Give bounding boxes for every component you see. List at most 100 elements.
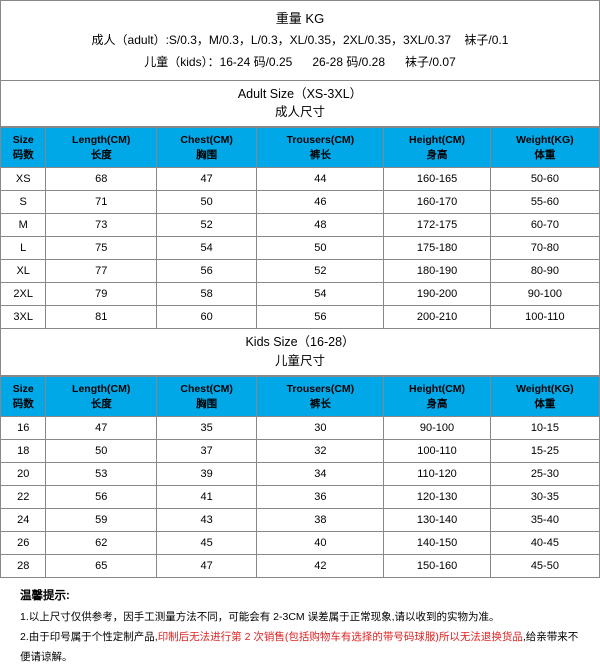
table-cell: 160-165: [384, 168, 491, 191]
table-row: 28654742150-16045-50: [1, 555, 600, 578]
table-cell: 90-100: [490, 283, 599, 306]
table-cell: 70-80: [490, 237, 599, 260]
table-row: 18503732100-11015-25: [1, 440, 600, 463]
column-header: Weight(KG)体重: [490, 376, 599, 416]
table-cell: 110-120: [384, 463, 491, 486]
table-cell: 30: [257, 417, 384, 440]
table-cell: 80-90: [490, 260, 599, 283]
table-cell: 175-180: [384, 237, 491, 260]
tips-section: 温馨提示: 1.以上尺寸仅供参考，因手工测量方法不同，可能会有 2-3CM 误差…: [20, 586, 580, 668]
table-cell: 54: [257, 283, 384, 306]
table-cell: 65: [46, 555, 157, 578]
table-cell: 35-40: [490, 509, 599, 532]
table-cell: L: [1, 237, 46, 260]
table-cell: 15-25: [490, 440, 599, 463]
table-cell: 150-160: [384, 555, 491, 578]
table-cell: 81: [46, 306, 157, 329]
table-cell: 40-45: [490, 532, 599, 555]
table-cell: 71: [46, 191, 157, 214]
table-cell: 46: [257, 191, 384, 214]
table-cell: S: [1, 191, 46, 214]
table-cell: 50: [156, 191, 256, 214]
table-row: L755450175-18070-80: [1, 237, 600, 260]
column-header: Size码数: [1, 128, 46, 168]
table-row: 26624540140-15040-45: [1, 532, 600, 555]
table-cell: 172-175: [384, 214, 491, 237]
table-cell: 120-130: [384, 486, 491, 509]
table-cell: 37: [156, 440, 256, 463]
table-row: 24594338130-14035-40: [1, 509, 600, 532]
table-cell: 40: [257, 532, 384, 555]
table-row: 3XL816056200-210100-110: [1, 306, 600, 329]
table-cell: 180-190: [384, 260, 491, 283]
column-header: Trousers(CM)裤长: [257, 128, 384, 168]
table-cell: 55-60: [490, 191, 599, 214]
table-cell: 3XL: [1, 306, 46, 329]
table-cell: 32: [257, 440, 384, 463]
kids-section-title: Kids Size（16-28） 儿童尺寸: [0, 329, 600, 376]
table-cell: 42: [257, 555, 384, 578]
table-cell: 73: [46, 214, 157, 237]
table-cell: 140-150: [384, 532, 491, 555]
table-cell: 56: [46, 486, 157, 509]
table-cell: 26: [1, 532, 46, 555]
table-row: 2XL795854190-20090-100: [1, 283, 600, 306]
table-cell: 54: [156, 237, 256, 260]
table-cell: 60-70: [490, 214, 599, 237]
column-header: Chest(CM)胸围: [156, 128, 256, 168]
table-cell: 25-30: [490, 463, 599, 486]
table-cell: 100-110: [384, 440, 491, 463]
column-header: Trousers(CM)裤长: [257, 376, 384, 416]
table-cell: XS: [1, 168, 46, 191]
column-header: Length(CM)长度: [46, 128, 157, 168]
column-header: Chest(CM)胸围: [156, 376, 256, 416]
table-cell: 36: [257, 486, 384, 509]
table-cell: 130-140: [384, 509, 491, 532]
table-row: S715046160-17055-60: [1, 191, 600, 214]
kids-size-table: Size码数Length(CM)长度Chest(CM)胸围Trousers(CM…: [0, 376, 600, 578]
column-header: Size码数: [1, 376, 46, 416]
column-header: Height(CM)身高: [384, 128, 491, 168]
table-cell: 10-15: [490, 417, 599, 440]
table-cell: 75: [46, 237, 157, 260]
adult-size-table: Size码数Length(CM)长度Chest(CM)胸围Trousers(CM…: [0, 127, 600, 329]
table-cell: 48: [257, 214, 384, 237]
adult-section-title: Adult Size（XS-3XL） 成人尺寸: [0, 81, 600, 128]
table-cell: 44: [257, 168, 384, 191]
table-cell: XL: [1, 260, 46, 283]
table-cell: 2XL: [1, 283, 46, 306]
weight-kids-line: 儿童（kids）：16-24 码/0.25 26-28 码/0.28 袜子/0.…: [5, 52, 595, 74]
column-header: Height(CM)身高: [384, 376, 491, 416]
table-cell: 68: [46, 168, 157, 191]
table-cell: 52: [156, 214, 256, 237]
table-cell: 100-110: [490, 306, 599, 329]
table-cell: 56: [257, 306, 384, 329]
table-row: XS684744160-16550-60: [1, 168, 600, 191]
table-cell: 47: [156, 555, 256, 578]
table-cell: M: [1, 214, 46, 237]
table-cell: 45: [156, 532, 256, 555]
table-cell: 24: [1, 509, 46, 532]
table-cell: 56: [156, 260, 256, 283]
table-cell: 60: [156, 306, 256, 329]
table-row: 1647353090-10010-15: [1, 417, 600, 440]
table-cell: 160-170: [384, 191, 491, 214]
table-cell: 53: [46, 463, 157, 486]
table-cell: 52: [257, 260, 384, 283]
table-row: 22564136120-13030-35: [1, 486, 600, 509]
table-cell: 34: [257, 463, 384, 486]
table-cell: 16: [1, 417, 46, 440]
tips-title: 温馨提示:: [20, 586, 580, 608]
table-cell: 50-60: [490, 168, 599, 191]
table-cell: 45-50: [490, 555, 599, 578]
tips-line-2: 2.由于印号属于个性定制产品,印制后无法进行第 2 次销售(包括购物车有选择的带…: [20, 628, 580, 668]
table-cell: 47: [156, 168, 256, 191]
table-cell: 79: [46, 283, 157, 306]
weight-title: 重量 KG: [5, 7, 595, 30]
tips-line-1: 1.以上尺寸仅供参考，因手工测量方法不同，可能会有 2-3CM 误差属于正常现象…: [20, 608, 580, 628]
table-cell: 41: [156, 486, 256, 509]
table-cell: 18: [1, 440, 46, 463]
table-cell: 22: [1, 486, 46, 509]
table-cell: 20: [1, 463, 46, 486]
table-row: 20533934110-12025-30: [1, 463, 600, 486]
